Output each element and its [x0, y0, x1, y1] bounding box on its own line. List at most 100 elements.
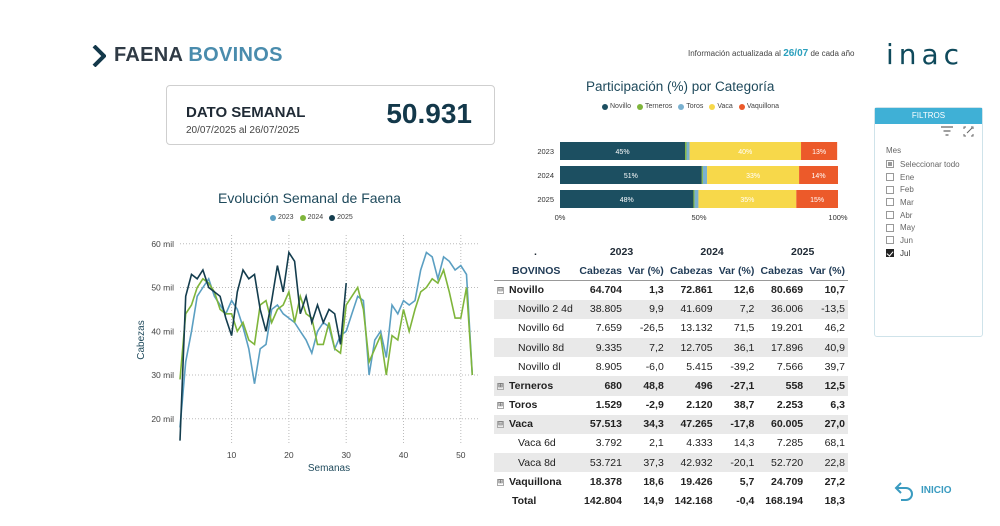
cell-value: 4.333 — [686, 437, 713, 450]
legend-item-vaquillona[interactable]: Vaquillona — [738, 103, 779, 110]
expand-row-icon[interactable]: ⊞ — [497, 478, 504, 486]
y-tick-label: 50 mil — [151, 283, 174, 293]
checkbox[interactable] — [886, 236, 894, 245]
cell-value: 7.566 — [776, 360, 804, 373]
bar-segment-terneros[interactable] — [693, 190, 695, 208]
column-header[interactable]: Cabezas — [666, 261, 716, 281]
series-line-2024[interactable] — [179, 267, 474, 380]
expand-icon[interactable] — [963, 126, 974, 137]
bar-segment-vaquillona[interactable] — [801, 142, 838, 160]
bar-segment-vaca[interactable] — [698, 190, 797, 208]
series-line-2023[interactable] — [179, 251, 474, 428]
filter-option-label: Jul — [900, 248, 911, 258]
y-tick-label: 40 mil — [151, 326, 174, 336]
year-header: 2024 — [700, 245, 724, 258]
filter-option[interactable]: Mar — [886, 196, 960, 209]
bar-segment-vaquillona[interactable] — [796, 190, 838, 208]
table-row[interactable]: Novillo 6d 7.659 -26,5 13.132 71,5 19.201 46,2 — [494, 319, 848, 338]
legend-item-toros[interactable]: Toros — [678, 103, 703, 110]
table-row[interactable]: Novillo dl 8.905 -6,0 5.415 -39,2 7.566 39,7 — [494, 357, 848, 376]
checkbox[interactable] — [886, 223, 894, 232]
checkbox[interactable] — [886, 185, 894, 194]
bar-segment-toros[interactable] — [702, 166, 708, 184]
bar-segment-vaquillona[interactable] — [799, 166, 838, 184]
column-header[interactable]: Var (%) — [625, 261, 667, 281]
filter-option[interactable]: Seleccionar todo — [886, 158, 960, 171]
table-row[interactable]: Vaca 6d 3.792 2,1 4.333 14,3 7.285 68,1 — [494, 434, 848, 453]
bar-segment-terneros[interactable] — [701, 166, 703, 184]
bar-segment-novillo[interactable] — [560, 142, 686, 160]
legend-item-novillo[interactable]: Novillo — [602, 103, 631, 110]
cell-value: 18,3 — [824, 495, 845, 508]
collapse-icon[interactable]: ⊟ — [497, 286, 504, 294]
y-axis-title: Cabezas — [136, 320, 147, 359]
legend-item-2025[interactable]: 2025 — [329, 214, 353, 221]
table-row[interactable]: Novillo 2 4d 38.805 9,9 41.609 7,2 36.006 -13,… — [494, 299, 848, 319]
x-tick-label: 10 — [227, 450, 237, 460]
cell-value: 68,1 — [824, 437, 845, 450]
column-header[interactable]: Cabezas — [757, 261, 807, 281]
filter-option[interactable]: Jul — [886, 247, 960, 260]
collapse-icon[interactable]: ⊟ — [497, 421, 504, 428]
filter-option-label: Mar — [900, 197, 914, 207]
bar-segment-novillo[interactable] — [560, 190, 694, 208]
cell-value: -39,2 — [730, 360, 755, 373]
legend-item-terneros[interactable]: Terneros — [637, 103, 672, 110]
table-row[interactable]: ⊞ Terneros 680 48,8 496 -27,1 558 12,5 — [494, 376, 848, 396]
column-header-bovinos[interactable]: BOVINOS — [494, 261, 577, 281]
filter-option-label: Abr — [900, 210, 913, 220]
cell-value: 8.905 — [595, 360, 622, 373]
filter-option[interactable]: May — [886, 221, 960, 234]
kpi-date-range: 20/07/2025 al 26/07/2025 — [186, 125, 300, 136]
bar-segment-toros[interactable] — [686, 142, 690, 160]
month-options: Seleccionar todo Ene Feb Mar Abr May Jun Jul — [886, 158, 960, 260]
cell-value: -6,0 — [645, 360, 664, 373]
inicio-button[interactable]: INICIO — [893, 479, 952, 501]
table-row[interactable]: Novillo 8d 9.335 7,2 12.705 36,1 17.896 40,9 — [494, 337, 848, 358]
bar-chart-legend: Novillo Terneros Toros Vaca Vaquillona — [602, 103, 779, 110]
filter-option[interactable]: Ene — [886, 171, 960, 184]
cell-value: -17,8 — [715, 414, 758, 434]
cell-value: 142.804 — [584, 495, 622, 508]
bar-segment-toros[interactable] — [694, 190, 699, 208]
bar-segment-vaca[interactable] — [689, 142, 802, 160]
checkbox[interactable] — [886, 173, 894, 182]
x-tick-label: 50% — [691, 213, 706, 222]
checkbox[interactable] — [886, 211, 894, 220]
checkbox[interactable] — [886, 249, 894, 258]
table-row[interactable]: Total 142.804 14,9 142.168 -0,4 168.194 18,3 — [494, 491, 848, 510]
column-header[interactable]: Var (%) — [806, 261, 848, 281]
filter-option-label: May — [900, 223, 916, 233]
expand-row-icon[interactable]: ⊞ — [497, 382, 504, 390]
filter-icon[interactable] — [941, 126, 953, 136]
cell-value: 2.253 — [776, 399, 804, 412]
table-row[interactable]: ⊟ Vaca 57.513 34,3 47.265 -17,8 60.005 27,0 — [494, 414, 848, 434]
row-name: Novillo 2 4d — [518, 303, 573, 316]
series-line-2025[interactable] — [179, 250, 347, 441]
table-row[interactable]: ⊟ Novillo 64.704 1,3 72.861 12,6 80.669 10,7 — [494, 280, 848, 299]
bar-segment-terneros[interactable] — [685, 142, 687, 160]
y-tick-label: 30 mil — [151, 370, 174, 380]
filter-option[interactable]: Feb — [886, 183, 960, 196]
legend-item-2024[interactable]: 2024 — [299, 214, 323, 221]
table-row[interactable]: Vaca 8d 53.721 37,3 42.932 -20,1 52.720 22,8 — [494, 453, 848, 473]
cell-value: 6,3 — [830, 399, 845, 412]
filter-option[interactable]: Jun — [886, 234, 960, 247]
checkbox[interactable] — [886, 198, 894, 207]
legend-item-2023[interactable]: 2023 — [270, 214, 294, 221]
column-header[interactable]: Cabezas — [576, 261, 625, 281]
cell-value: 72.861 — [680, 284, 713, 297]
column-header[interactable]: Var (%) — [715, 261, 758, 281]
legend-item-vaca[interactable]: Vaca — [709, 103, 733, 110]
filter-option[interactable]: Abr — [886, 209, 960, 222]
data-label: 13% — [812, 149, 826, 156]
table-row[interactable]: ⊞ Toros 1.529 -2,9 2.120 38,7 2.253 6,3 — [494, 396, 848, 415]
cell-value: 47.265 — [666, 414, 716, 434]
checkbox[interactable] — [886, 160, 894, 169]
expand-row-icon[interactable]: ⊞ — [497, 401, 504, 409]
bar-segment-novillo[interactable] — [560, 166, 702, 184]
x-axis-title: Semanas — [308, 463, 350, 474]
bar-segment-vaca[interactable] — [707, 166, 800, 184]
table-row[interactable]: ⊞ Vaquillona 18.378 18,6 19.426 5,7 24.709 27,2 — [494, 472, 848, 491]
cell-value: 5.415 — [686, 360, 713, 373]
